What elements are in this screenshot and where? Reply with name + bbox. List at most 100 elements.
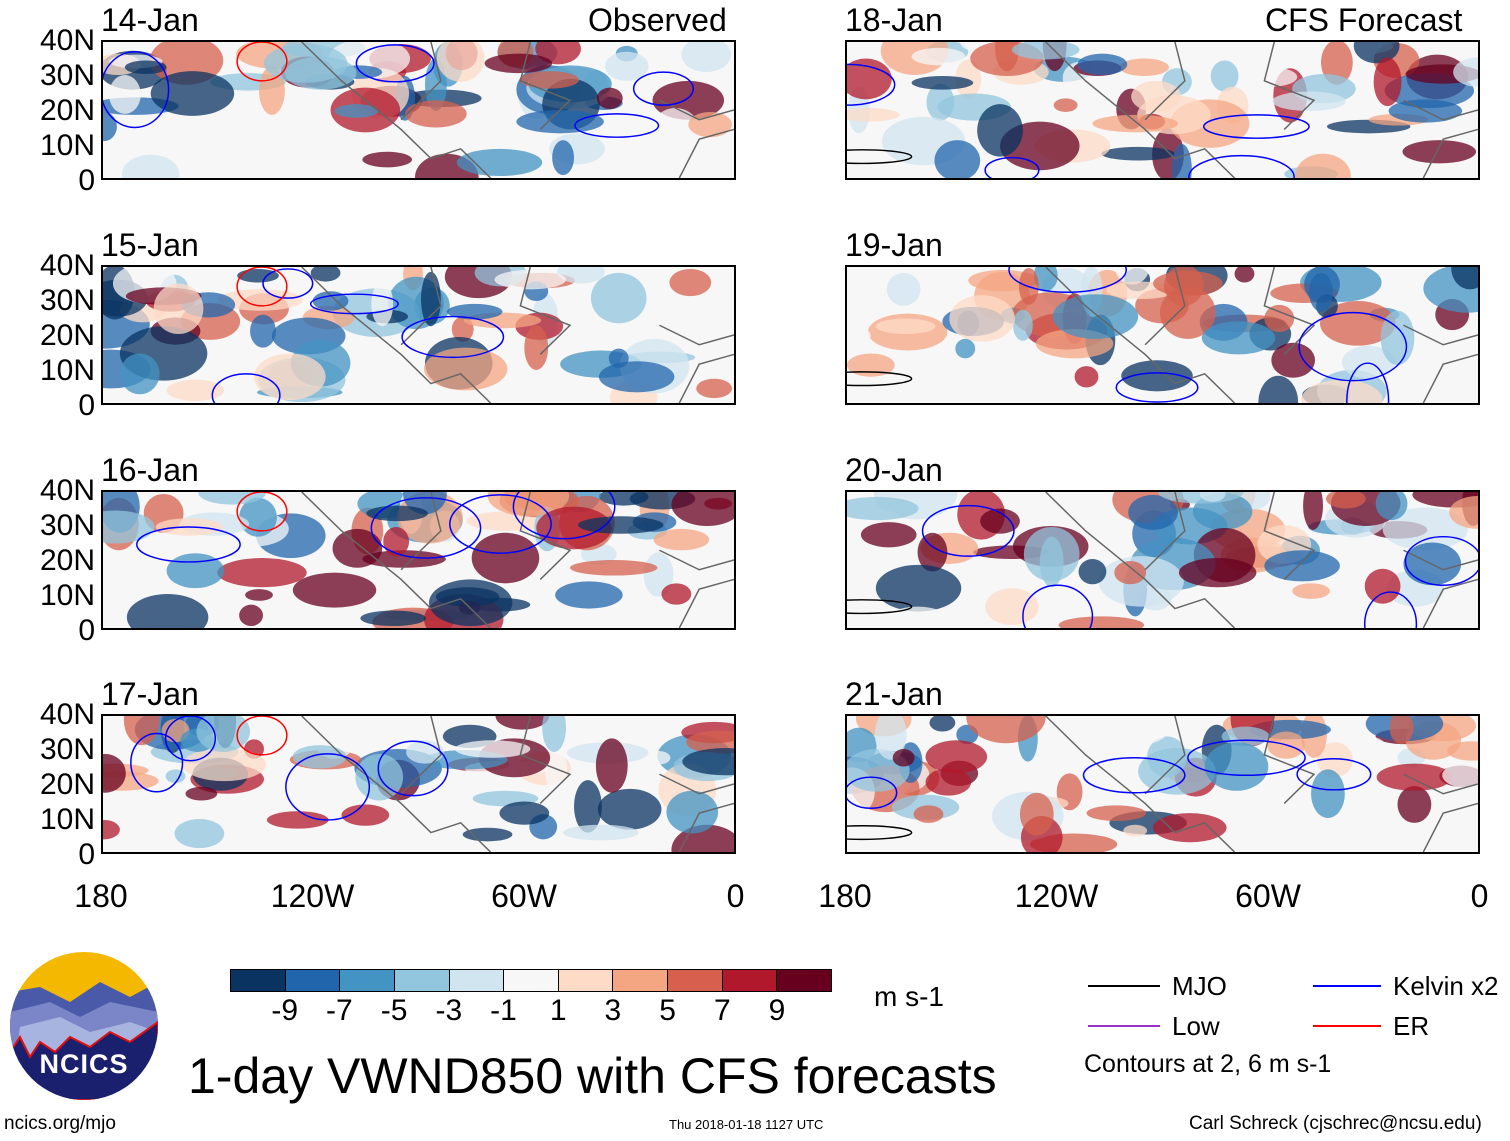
cfs-forecast-label: CFS Forecast (1265, 2, 1463, 38)
wind-anomaly-blob (239, 604, 263, 627)
map-panel-20-jan (845, 490, 1480, 630)
kelvin-contour (377, 740, 449, 797)
lat-tick-label: 40N (39, 24, 95, 57)
wind-anomaly-blob (310, 267, 341, 282)
lon-tick-label: 120W (270, 878, 355, 914)
wind-anomaly-blob (1442, 760, 1478, 790)
kelvin-contour (1022, 584, 1094, 628)
map-panel-18-jan (845, 40, 1480, 180)
wind-anomaly-blob (1201, 321, 1276, 355)
wind-anomaly-blob (688, 111, 733, 138)
kelvin-contour (401, 315, 505, 359)
kelvin-contour (1082, 757, 1186, 794)
wind-anomaly-blob (925, 740, 988, 774)
wind-anomaly-blob (428, 579, 513, 627)
wind-anomaly-blob (436, 42, 485, 82)
wind-anomaly-blob (292, 572, 377, 608)
wind-anomaly-blob (574, 780, 602, 833)
wind-anomaly-blob (103, 819, 120, 840)
wind-anomaly-blob (649, 108, 702, 161)
wind-anomaly-blob (119, 353, 160, 395)
lat-tick-label: 30N (39, 509, 95, 542)
kelvin-contour (211, 373, 281, 403)
er-contour (236, 492, 288, 532)
wind-anomaly-blob (847, 58, 892, 100)
lon-tick-label: 0 (1470, 878, 1489, 914)
colorbar-swatch (231, 970, 286, 991)
wind-anomaly-blob (597, 788, 662, 830)
colorbar-swatch (394, 970, 450, 991)
kelvin-contour (847, 63, 896, 106)
wind-anomaly-blob (484, 53, 553, 74)
wind-anomaly-blob (874, 716, 907, 760)
legend-mjo-label: MJO (1172, 971, 1227, 1001)
colorbar-tick-label: -1 (490, 994, 517, 1027)
legend-low-label: Low (1172, 1011, 1220, 1041)
wind-anomaly-blob (499, 801, 550, 825)
map-panel-19-jan (845, 265, 1480, 405)
legend-low-line (1088, 1025, 1160, 1027)
lat-tick-label: 20N (39, 94, 95, 127)
wind-anomaly-blob (1303, 492, 1323, 530)
lat-tick-label: 10N (39, 803, 95, 836)
map-panel-17-jan (101, 714, 736, 854)
colorbar-tick-label: 5 (659, 994, 676, 1027)
wind-anomaly-blob (1074, 366, 1099, 388)
wind-anomaly-blob (596, 87, 623, 110)
wind-anomaly-blob (341, 804, 390, 826)
wind-anomaly-blob (103, 753, 126, 793)
wind-anomaly-blob (1098, 556, 1184, 607)
wind-anomaly-blob (847, 496, 919, 521)
lat-tick-label: 0 (78, 614, 95, 647)
wind-anomaly-blob (955, 338, 976, 359)
logo-text: NCICS (39, 1049, 129, 1079)
colorbar-tick-label: -3 (435, 994, 463, 1027)
wind-anomaly-blob (1053, 98, 1078, 112)
kelvin-contour (1298, 311, 1408, 382)
legend-kelvin-line (1313, 985, 1381, 987)
wind-anomaly-blob (1380, 310, 1415, 366)
ncics-logo: NCICS (10, 952, 158, 1100)
wind-anomaly-blob (598, 361, 675, 393)
panel-date-label: 18-Jan (845, 2, 943, 38)
wind-anomaly-blob (847, 537, 871, 554)
wind-anomaly-blob (1373, 57, 1402, 107)
wind-anomaly-blob (1317, 742, 1353, 778)
wind-anomaly-blob (847, 108, 900, 122)
url-link[interactable]: ncics.org/mjo (4, 1113, 116, 1134)
timestamp: Thu 2018-01-18 1127 UTC (669, 1117, 824, 1132)
wind-anomaly-blob (1402, 140, 1477, 164)
lat-tick-label: 30N (39, 284, 95, 317)
lat-tick-label: 10N (39, 354, 95, 387)
wind-anomaly-blob (913, 805, 944, 823)
wind-anomaly-blob (929, 716, 956, 732)
wind-anomaly-blob (1234, 267, 1255, 283)
wind-anomaly-blob (462, 827, 513, 842)
coastline (301, 716, 734, 852)
map-panel-14-jan (101, 40, 736, 180)
colorbar-tick-label: 9 (768, 994, 786, 1027)
map-panel-21-jan (845, 714, 1480, 854)
wind-anomaly-blob (471, 532, 540, 584)
wind-anomaly-blob (985, 588, 1039, 626)
wind-anomaly-blob (150, 71, 235, 116)
credit: Carl Schreck (cjschrec@ncsu.edu) (1189, 1113, 1482, 1134)
colorbar-tick-label: -5 (380, 994, 408, 1027)
kelvin-contour (574, 113, 660, 138)
wind-anomaly-blob (1012, 309, 1033, 341)
wind-anomaly-blob (1264, 304, 1295, 333)
wind-anomaly-blob (1449, 495, 1478, 529)
lat-tick-label: 10N (39, 579, 95, 612)
wind-anomaly-blob (165, 769, 186, 784)
coastline (1045, 267, 1478, 403)
wind-anomaly-blob (292, 745, 347, 769)
wind-anomaly-blob (126, 594, 209, 628)
wind-anomaly-blob (666, 790, 719, 834)
wind-anomaly-blob (103, 510, 155, 544)
wind-anomaly-blob (911, 76, 974, 90)
kelvin-contour (847, 776, 898, 810)
wind-anomaly-blob (875, 318, 936, 335)
wind-anomaly-blob (886, 272, 921, 306)
kelvin-contour (262, 268, 314, 299)
wind-anomaly-blob (604, 51, 649, 81)
